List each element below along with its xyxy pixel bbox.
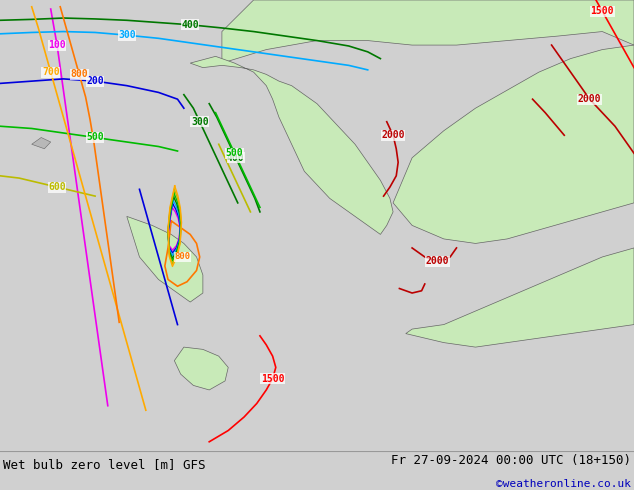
Polygon shape <box>393 45 634 244</box>
Text: 400: 400 <box>181 20 199 30</box>
Text: ©weatheronline.co.uk: ©weatheronline.co.uk <box>496 479 631 489</box>
Text: Wet bulb zero level [m] GFS: Wet bulb zero level [m] GFS <box>3 458 205 471</box>
Text: 300: 300 <box>118 30 136 40</box>
Text: 500: 500 <box>86 132 104 143</box>
Polygon shape <box>190 56 393 234</box>
Text: Fr 27-09-2024 00:00 UTC (18+150): Fr 27-09-2024 00:00 UTC (18+150) <box>391 454 631 467</box>
Polygon shape <box>406 248 634 347</box>
Polygon shape <box>32 138 51 149</box>
Text: 300: 300 <box>191 117 209 127</box>
Text: 400: 400 <box>227 153 245 163</box>
Text: 500: 500 <box>226 148 243 158</box>
Text: 700: 700 <box>42 67 60 77</box>
Text: 600: 600 <box>48 182 66 192</box>
Text: 200: 200 <box>86 76 104 86</box>
Text: 1500: 1500 <box>590 6 614 16</box>
Text: 2000: 2000 <box>381 130 405 140</box>
Text: 800: 800 <box>70 70 88 79</box>
Text: 800: 800 <box>174 252 191 262</box>
Text: 2000: 2000 <box>425 256 450 267</box>
Text: 2000: 2000 <box>578 94 602 104</box>
Polygon shape <box>174 347 228 390</box>
Polygon shape <box>222 0 634 63</box>
Polygon shape <box>127 217 203 302</box>
Text: 100: 100 <box>48 40 66 50</box>
Text: 1500: 1500 <box>261 374 285 384</box>
